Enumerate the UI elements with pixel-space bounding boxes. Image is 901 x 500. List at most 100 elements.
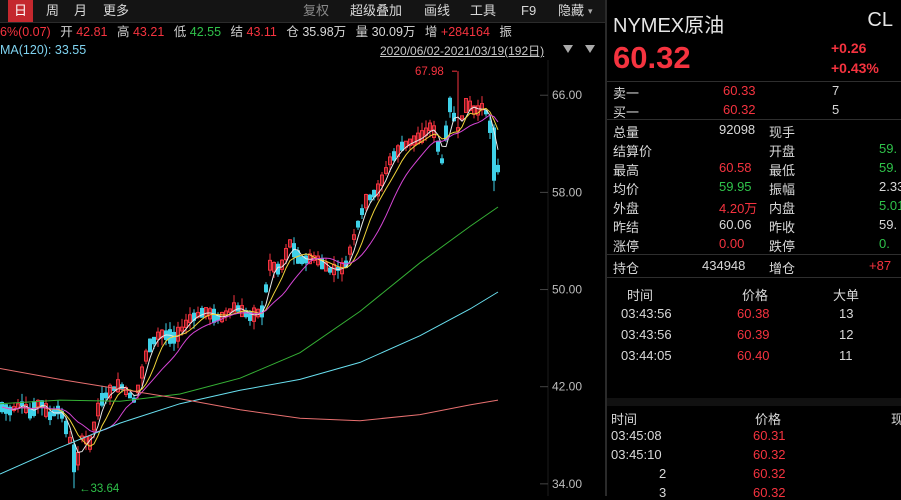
candle-down [300, 256, 304, 264]
quote-panel: NYMEX原油 CL 60.32 +0.26 +0.43% 卖一 60.33 7… [607, 0, 901, 500]
restore-rights-button[interactable]: 复权 [303, 3, 330, 18]
hide-triangle-icon[interactable]: ▾ [588, 6, 593, 16]
trade-size: 11 [839, 348, 853, 363]
stat-value: 5.01 [879, 198, 901, 213]
stat-label: 现手 [769, 125, 796, 140]
low-annotation: ←33.64 [79, 483, 120, 495]
candle-up [316, 255, 320, 266]
range-dropdown-icon[interactable] [563, 45, 573, 53]
ticks-header-now: 现 [891, 412, 901, 427]
candle-up [376, 183, 380, 197]
candle-down [392, 151, 396, 161]
candle-up [208, 308, 212, 320]
candle-down [128, 392, 132, 399]
chart-toolbar: 日 周 月 更多 复权 超级叠加 画线 工具 F9 隐藏 ▾ [0, 0, 606, 23]
tools-button[interactable]: 工具 [470, 3, 497, 18]
candle-down [328, 267, 332, 273]
candle-up [324, 262, 328, 272]
ask-volume: 7 [832, 83, 840, 98]
stat-label: 跌停 [769, 239, 796, 254]
candle-up [228, 308, 232, 313]
trade-time: 03:44:05 [621, 348, 672, 363]
draw-line-button[interactable]: 画线 [424, 3, 451, 18]
price-change: +0.26 [831, 40, 867, 56]
candle-up [108, 384, 112, 399]
panel-divider [605, 0, 607, 496]
stat-label: 振幅 [769, 182, 796, 197]
kline-chart[interactable]: 66.00 58.00 50.00 42.00 34.00 67.98 ←33.64 [0, 60, 604, 496]
tick-time: 2 [659, 466, 667, 481]
stat-label: 内盘 [769, 201, 796, 216]
tick-price: 60.31 [753, 428, 786, 443]
stat-label: 总量 [613, 125, 640, 140]
candle-up [140, 366, 144, 379]
hide-button[interactable]: 隐藏 [558, 3, 585, 18]
y-tick-label: 50.00 [552, 283, 582, 297]
candle-down [152, 336, 156, 345]
candle-up [92, 421, 96, 431]
candle-down [148, 338, 152, 353]
tab-day[interactable]: 日 [8, 0, 34, 22]
candle-down [212, 308, 216, 323]
high-value: 43.21 [132, 25, 165, 39]
candle-down [360, 208, 364, 215]
candle-up [384, 167, 388, 174]
candle-down [8, 406, 12, 416]
low-label: 低 [173, 25, 187, 39]
tab-week[interactable]: 周 [46, 3, 60, 18]
stat-value: 0. [879, 236, 890, 251]
close-value: 43.11 [246, 25, 277, 39]
candle-up [352, 234, 356, 240]
candle-down [64, 420, 68, 435]
candle-down [172, 331, 176, 344]
volume-value: 30.09万 [371, 25, 416, 39]
stat-label: 最低 [769, 163, 796, 178]
candle-up [176, 326, 180, 342]
bid-label: 买一 [613, 105, 640, 120]
stat-label: 均价 [613, 182, 640, 197]
stat-label: 涨停 [613, 239, 640, 254]
candle-down [168, 329, 172, 344]
candle-up [428, 122, 432, 132]
candle-up [348, 246, 352, 255]
range-dropdown-icon-2[interactable] [585, 45, 595, 53]
stat-value: 59.95 [719, 179, 752, 194]
tab-month[interactable]: 月 [74, 3, 88, 18]
price-change-pct: +0.43% [831, 60, 879, 76]
ma120-label: MA(120): 33.55 [0, 43, 87, 57]
candle-up [268, 259, 272, 271]
y-tick-label: 42.00 [552, 380, 582, 394]
stat-value: 59. [879, 217, 898, 232]
ma250-line [0, 368, 499, 422]
volume-label: 量 [355, 25, 369, 39]
open-interest: 434948 [702, 258, 746, 273]
trades-header-price: 价格 [742, 288, 769, 303]
candle-up [456, 127, 460, 132]
candle-up [464, 98, 468, 113]
increase-label: 增 [424, 25, 438, 39]
candle-up [156, 331, 160, 340]
tab-more[interactable]: 更多 [103, 3, 130, 18]
open-label: 开 [60, 25, 73, 39]
ticks-header-time: 时间 [611, 412, 638, 427]
trade-size: 12 [839, 327, 854, 342]
super-overlay-button[interactable]: 超级叠加 [350, 3, 403, 18]
bid-volume: 5 [832, 102, 840, 117]
stat-value: 59. [879, 160, 898, 175]
candle-down [440, 158, 444, 164]
f9-button[interactable]: F9 [521, 3, 537, 18]
divider [607, 81, 901, 82]
low-value: 42.55 [189, 25, 222, 39]
date-range[interactable]: 2020/06/02-2021/03/19(192日) [380, 44, 545, 58]
candle-up [160, 329, 164, 339]
close-label: 结 [230, 25, 244, 39]
stat-value: 4.20万 [719, 201, 758, 216]
stat-value: 60.06 [719, 217, 752, 232]
candle-down [104, 392, 108, 399]
amplitude-label: 振 [499, 25, 512, 39]
ma60-line [0, 206, 499, 405]
stat-label: 结算价 [613, 144, 653, 159]
candle-down [368, 194, 372, 201]
candle-down [356, 220, 360, 228]
candle-up [96, 402, 100, 417]
